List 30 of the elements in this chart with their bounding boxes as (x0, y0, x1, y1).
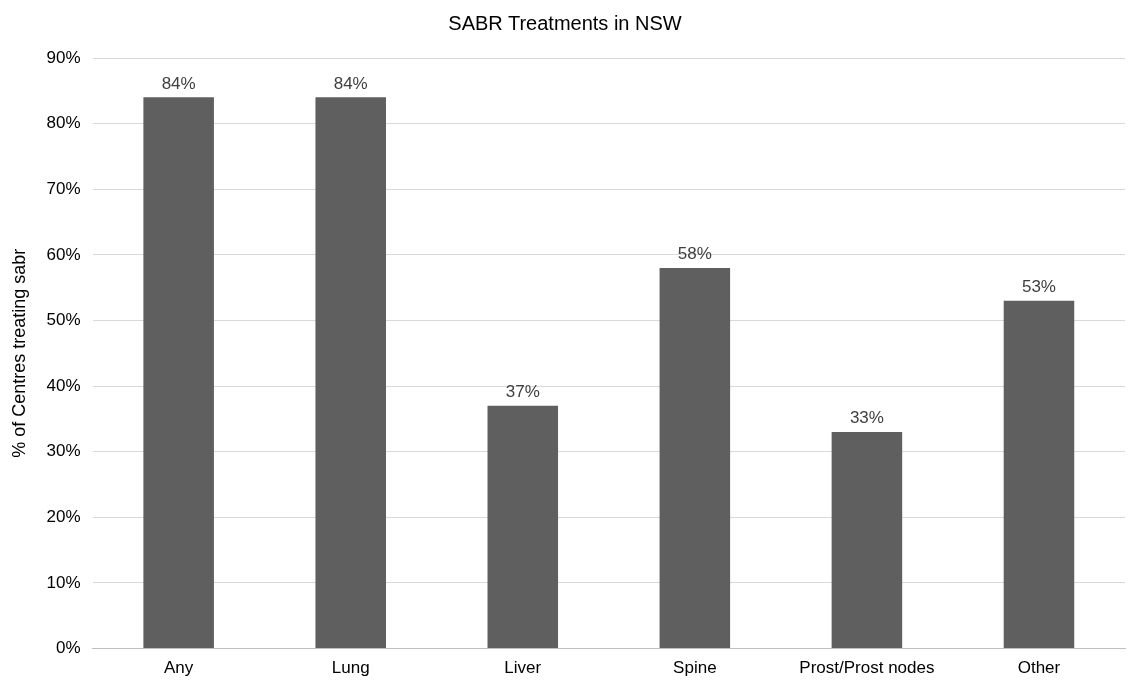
data-label: 58% (677, 244, 712, 264)
bar (487, 405, 559, 649)
y-tick-label: 60% (46, 244, 81, 264)
y-tick-label: 10% (46, 572, 81, 592)
x-tick-label: Prost/Prost nodes (799, 658, 935, 678)
bar (315, 97, 386, 649)
x-tick-label: Other (1017, 658, 1061, 678)
y-tick-label: 70% (46, 178, 81, 198)
bar (831, 432, 903, 649)
bar (659, 267, 731, 649)
y-tick-label: 80% (46, 113, 81, 133)
bar (143, 97, 214, 649)
x-tick-label: Any (164, 658, 194, 678)
chart-title: SABR Treatments in NSW (448, 11, 682, 34)
data-label: 84% (161, 73, 196, 93)
y-tick-label: 90% (46, 47, 81, 67)
data-label: 37% (505, 381, 540, 401)
data-label: 33% (849, 408, 884, 428)
x-tick-label: Liver (504, 658, 542, 678)
y-tick-label: 50% (46, 310, 81, 330)
data-label: 84% (333, 73, 368, 93)
y-tick-label: 30% (46, 441, 81, 461)
y-axis-title: % of Centres treating sabr (8, 248, 29, 458)
x-tick-label: Lung (331, 658, 370, 678)
bar (1003, 300, 1075, 649)
x-tick-label: Spine (673, 658, 717, 678)
y-tick-label: 20% (46, 507, 81, 527)
data-label: 53% (1021, 276, 1056, 296)
y-tick-label: 40% (46, 375, 81, 395)
y-tick-label: 0% (56, 638, 81, 658)
